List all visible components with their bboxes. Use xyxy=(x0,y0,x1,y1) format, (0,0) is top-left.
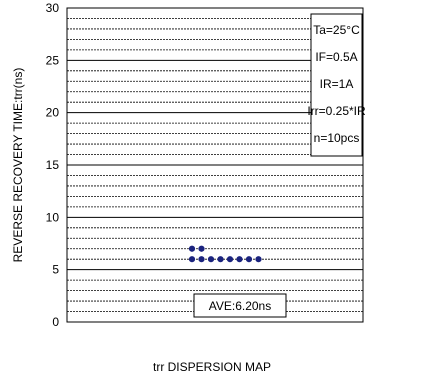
average-annotation: AVE:6.20ns xyxy=(209,299,271,313)
conditions-frame xyxy=(310,13,363,157)
y-tick-label: 0 xyxy=(52,315,59,329)
average-annotation-frame xyxy=(193,293,287,318)
y-tick-label: 5 xyxy=(52,263,59,277)
x-axis-title: trr DISPERSION MAP xyxy=(153,360,271,374)
data-point xyxy=(198,256,205,263)
y-tick-label: 20 xyxy=(46,106,60,120)
y-tick-label: 15 xyxy=(46,158,60,172)
data-point xyxy=(198,245,205,252)
average-annotation-box: AVE:6.20ns xyxy=(193,293,287,318)
data-point xyxy=(188,245,196,252)
condition-label: Ta=25°C xyxy=(313,23,360,37)
y-tick-label: 30 xyxy=(46,1,60,15)
data-point xyxy=(226,256,234,263)
data-point xyxy=(217,256,224,263)
data-points xyxy=(188,245,262,263)
conditions-box: Ta=25°C IF=0.5A IR=1A Irr=0.25*IR n=10pcs xyxy=(307,13,366,157)
y-axis-title: REVERSE RECOVERY TIME:trr(ns) xyxy=(11,68,25,263)
condition-label: IR=1A xyxy=(320,77,354,91)
data-point xyxy=(245,256,253,263)
y-tick-label: 25 xyxy=(46,53,60,67)
condition-label: Irr=0.25*IR xyxy=(307,104,366,118)
data-point xyxy=(188,256,196,263)
data-point xyxy=(236,256,243,263)
data-point xyxy=(207,256,215,263)
condition-label: n=10pcs xyxy=(314,131,360,145)
plot-frame xyxy=(66,7,364,323)
y-tick-label: 10 xyxy=(46,210,60,224)
condition-label: IF=0.5A xyxy=(315,50,357,64)
data-point xyxy=(255,256,262,263)
y-tick-labels: 0 5 10 15 20 25 30 xyxy=(46,1,60,329)
